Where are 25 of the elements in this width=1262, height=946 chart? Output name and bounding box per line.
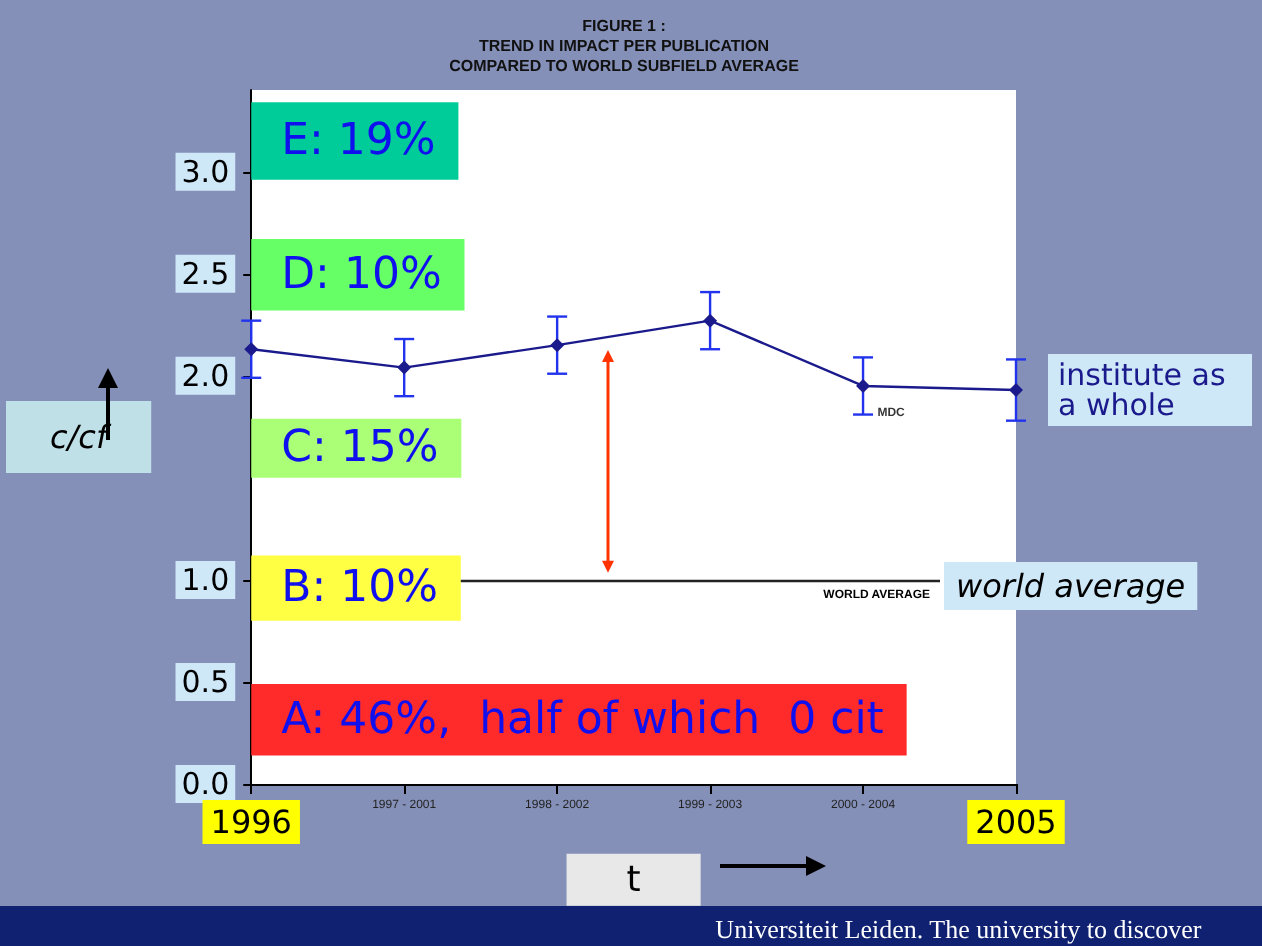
band-label: D: 10% [281, 249, 442, 300]
band-label: E: 19% [281, 116, 436, 167]
y-tick-label: 0.5 [181, 663, 230, 700]
x-tick-label: 2005 [975, 803, 1057, 841]
y-tick-label: 2.5 [181, 255, 230, 292]
text: Universiteit Leiden. The university to discover [715, 914, 1203, 944]
y-tick-label: 3.0 [181, 153, 230, 190]
point [550, 338, 565, 353]
point [703, 313, 718, 328]
point [244, 342, 259, 357]
x-axis-title: t [626, 858, 641, 901]
annotation: world average [956, 567, 1186, 605]
band-label: C: 15% [281, 423, 439, 474]
y-axis-title: c/cf [49, 418, 112, 456]
y-tick-label: 0.0 [181, 766, 230, 802]
chart-title: FIGURE 1 : TREND IN IMPACT PER PUBLICATION COMPARED TO WORLD SUBFIELD AVERAGE [449, 17, 801, 75]
y-tick-label: 1.0 [181, 561, 230, 598]
point [856, 378, 871, 393]
band-label: A: 46%, half of which 0 cit [281, 694, 885, 745]
point [1009, 383, 1023, 398]
point [397, 360, 412, 375]
y-tick-label: 2.0 [181, 357, 230, 394]
series-label: institute as a whole [1058, 357, 1236, 424]
band-label: B: 10% [281, 563, 439, 614]
x-tick-label: 1996 [210, 803, 292, 841]
